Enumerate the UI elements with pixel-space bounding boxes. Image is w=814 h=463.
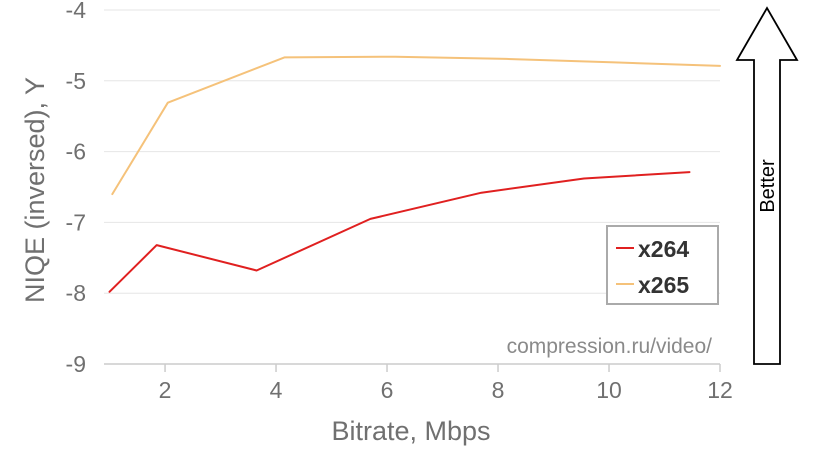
- y-tick-label: -6: [66, 139, 86, 165]
- x-tick-label: 8: [492, 377, 505, 403]
- legend: x264 x265: [606, 225, 719, 305]
- y-axis-ticks: -4 -5 -6 -7 -8 -9: [66, 0, 87, 377]
- y-tick-label: -7: [66, 209, 86, 235]
- y-axis-label: NIQE (inversed), Y: [20, 77, 50, 303]
- grid-lines: [104, 9, 720, 365]
- x-tick-label: 10: [596, 377, 622, 403]
- better-arrow: Better: [735, 6, 799, 365]
- x-axis-label: Bitrate, Mbps: [331, 416, 490, 446]
- legend-label-x265: x265: [638, 272, 689, 298]
- x-tick-label: 12: [707, 377, 733, 403]
- legend-box: [606, 225, 719, 305]
- series-layer: [108, 55, 721, 293]
- x-tick-label: 6: [381, 377, 394, 403]
- series-line-x265: [111, 55, 721, 196]
- y-tick-label: -4: [66, 0, 87, 23]
- legend-label-x264: x264: [638, 236, 689, 262]
- watermark-text: compression.ru/video/: [507, 335, 713, 358]
- up-arrow-icon: [735, 6, 799, 365]
- y-tick-label: -5: [66, 68, 86, 94]
- x-tick-label: 4: [270, 377, 283, 403]
- y-tick-label: -8: [66, 280, 86, 306]
- x-tick-label: 2: [159, 377, 172, 403]
- y-tick-label: -9: [66, 351, 86, 377]
- series-line-x264: [108, 171, 691, 293]
- better-label: Better: [757, 159, 779, 213]
- x-axis-ticks: 2 4 6 8 10 12: [159, 364, 733, 403]
